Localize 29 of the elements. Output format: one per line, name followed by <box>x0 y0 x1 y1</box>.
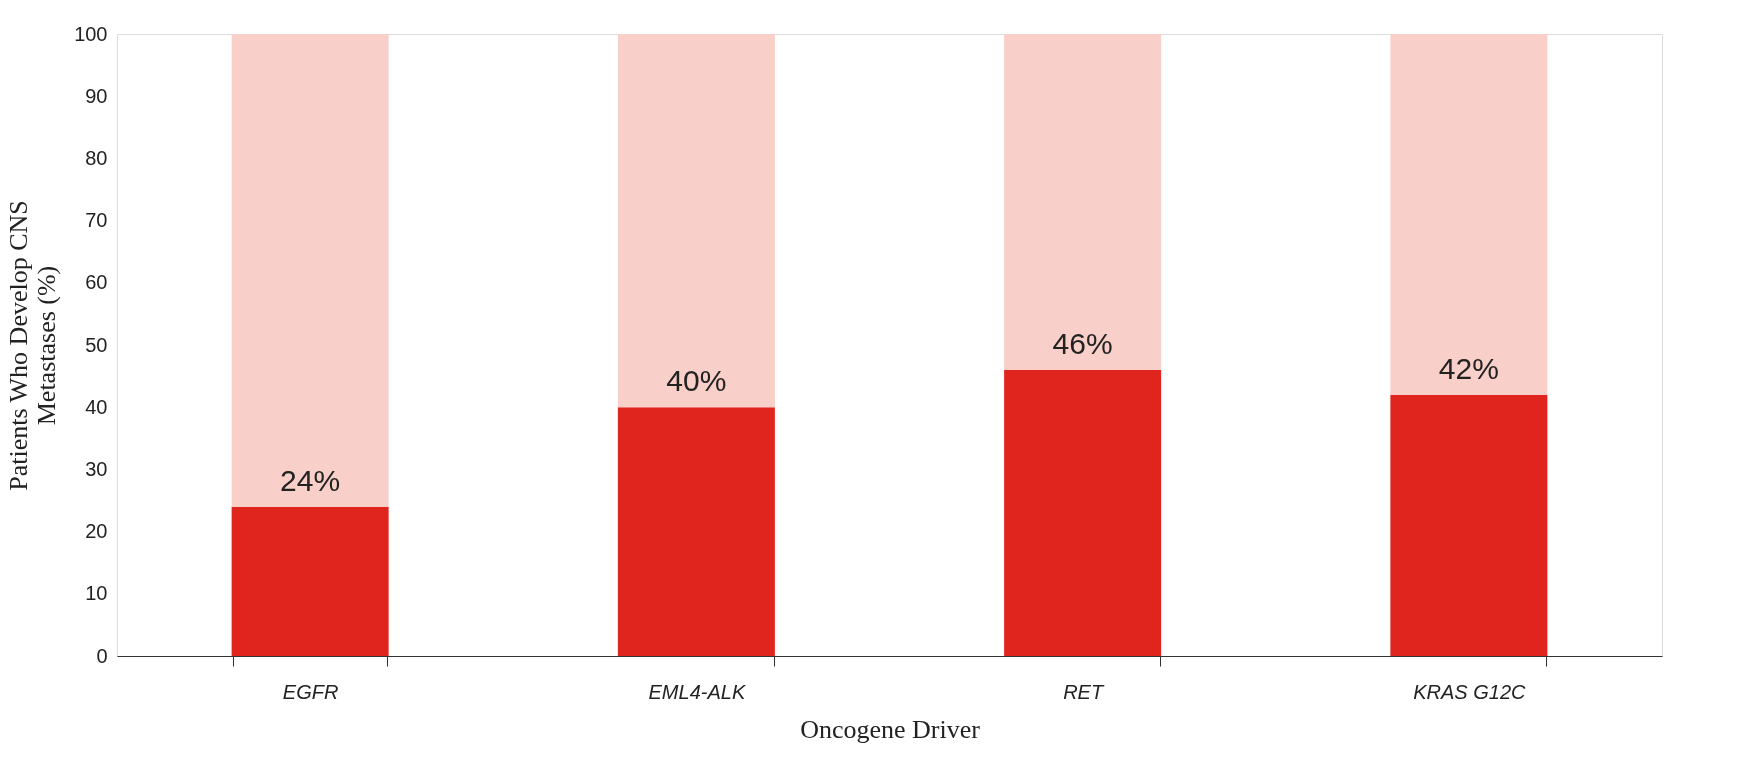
data-label: 46% <box>1052 326 1113 360</box>
x-tick-label: RET <box>1063 680 1105 703</box>
bar <box>1390 394 1548 656</box>
y-tick-label: 40 <box>85 395 108 418</box>
x-axis-title: Oncogene Driver <box>800 714 981 744</box>
bar <box>231 506 389 656</box>
y-tick-label: 60 <box>85 271 108 294</box>
y-tick-label: 10 <box>85 582 108 605</box>
x-tick-label: EGFR <box>282 680 339 703</box>
y-tick-label: 90 <box>85 84 108 107</box>
data-label: 42% <box>1438 351 1499 385</box>
data-label: 40% <box>666 364 727 398</box>
y-tick-label: 50 <box>85 333 108 356</box>
x-tick-label: EML4-ALK <box>648 680 747 703</box>
y-tick-label: 70 <box>85 209 108 232</box>
y-tick-label: 30 <box>85 457 108 480</box>
y-axis-title: Patients Who Develop CNS Metastases (%) <box>4 200 62 491</box>
y-tick-label: 0 <box>96 644 108 667</box>
x-tick-label: KRAS G12C <box>1413 680 1527 703</box>
bar <box>1390 34 1548 395</box>
y-tick-label: 20 <box>85 520 108 543</box>
bar <box>617 407 775 656</box>
bar <box>1004 34 1162 370</box>
bar <box>617 34 775 408</box>
y-tick-label: 80 <box>85 146 108 169</box>
y-tick-label: 100 <box>74 22 108 45</box>
data-label: 24% <box>280 463 341 497</box>
bar <box>231 34 389 507</box>
bar <box>1004 369 1162 656</box>
